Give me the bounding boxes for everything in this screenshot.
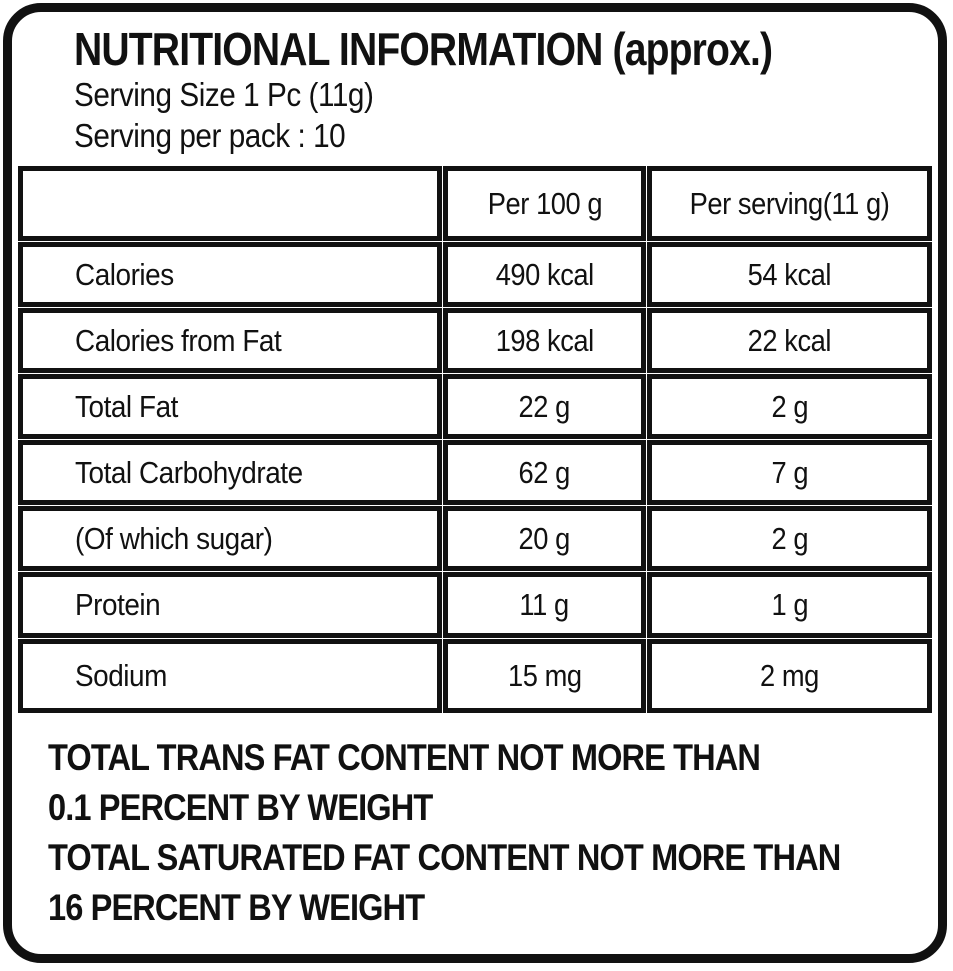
footnote-line-2: 0.1 PERCENT BY WEIGHT: [48, 787, 433, 828]
table-row-calories-from-fat: Calories from Fat 198 kcal 22 kcal: [18, 308, 932, 373]
table-row-calories: Calories 490 kcal 54 kcal: [18, 242, 932, 307]
nutrition-table: Per 100 g Per serving(11 g) Calories 490…: [18, 166, 932, 713]
label-title-text: NUTRITIONAL INFORMATION (approx.): [74, 23, 773, 75]
header-cell-per-serving: Per serving(11 g): [647, 166, 932, 241]
per-100g-value: 22 g: [443, 374, 646, 439]
label-header: NUTRITIONAL INFORMATION (approx.) Servin…: [18, 24, 932, 156]
per-100g-value: 15 mg: [443, 639, 646, 713]
table-row-protein: Protein 11 g 1 g: [18, 572, 932, 638]
per-serving-value: 7 g: [647, 440, 932, 505]
serving-per-pack-line: Serving per pack : 10: [74, 115, 932, 156]
per-100g-value: 198 kcal: [443, 308, 646, 373]
per-serving-value: 1 g: [647, 572, 932, 638]
per-100g-value: 490 kcal: [443, 242, 646, 307]
serving-per-pack-text: Serving per pack : 10: [74, 117, 346, 154]
header-per-serving-text: Per serving(11 g): [689, 185, 890, 221]
nutrient-label: Total Fat: [18, 374, 442, 439]
per-100g-value: 20 g: [443, 506, 646, 571]
table-row-total-fat: Total Fat 22 g 2 g: [18, 374, 932, 439]
per-100g-value: 11 g: [443, 572, 646, 638]
serving-size-text: Serving Size 1 Pc (11g): [74, 76, 374, 113]
nutrient-label: Calories from Fat: [18, 308, 442, 373]
header-cell-nutrient: [18, 166, 442, 241]
nutrition-label: NUTRITIONAL INFORMATION (approx.) Servin…: [3, 3, 947, 963]
header-per-100g-text: Per 100 g: [487, 185, 602, 221]
table-row-sodium: Sodium 15 mg 2 mg: [18, 639, 932, 713]
nutrient-label: Protein: [18, 572, 442, 638]
per-100g-value: 62 g: [443, 440, 646, 505]
nutrient-label: Total Carbohydrate: [18, 440, 442, 505]
per-serving-value: 2 g: [647, 506, 932, 571]
per-serving-value: 54 kcal: [647, 242, 932, 307]
per-serving-value: 2 mg: [647, 639, 932, 713]
table-row-of-which-sugar: (Of which sugar) 20 g 2 g: [18, 506, 932, 571]
nutrient-label: (Of which sugar): [18, 506, 442, 571]
footnote-line-3: TOTAL SATURATED FAT CONTENT NOT MORE THA…: [48, 837, 841, 878]
header-cell-per-100g: Per 100 g: [443, 166, 646, 241]
footnotes: TOTAL TRANS FAT CONTENT NOT MORE THAN 0.…: [18, 733, 932, 933]
table-header-row: Per 100 g Per serving(11 g): [18, 166, 932, 241]
label-title: NUTRITIONAL INFORMATION (approx.): [74, 24, 932, 74]
table-row-total-carbohydrate: Total Carbohydrate 62 g 7 g: [18, 440, 932, 505]
per-serving-value: 22 kcal: [647, 308, 932, 373]
footnote-line-1: TOTAL TRANS FAT CONTENT NOT MORE THAN: [48, 737, 761, 778]
nutrient-label: Calories: [18, 242, 442, 307]
footnote-line-4: 16 PERCENT BY WEIGHT: [48, 887, 425, 928]
per-serving-value: 2 g: [647, 374, 932, 439]
serving-size-line: Serving Size 1 Pc (11g): [74, 74, 932, 115]
nutrient-label: Sodium: [18, 639, 442, 713]
